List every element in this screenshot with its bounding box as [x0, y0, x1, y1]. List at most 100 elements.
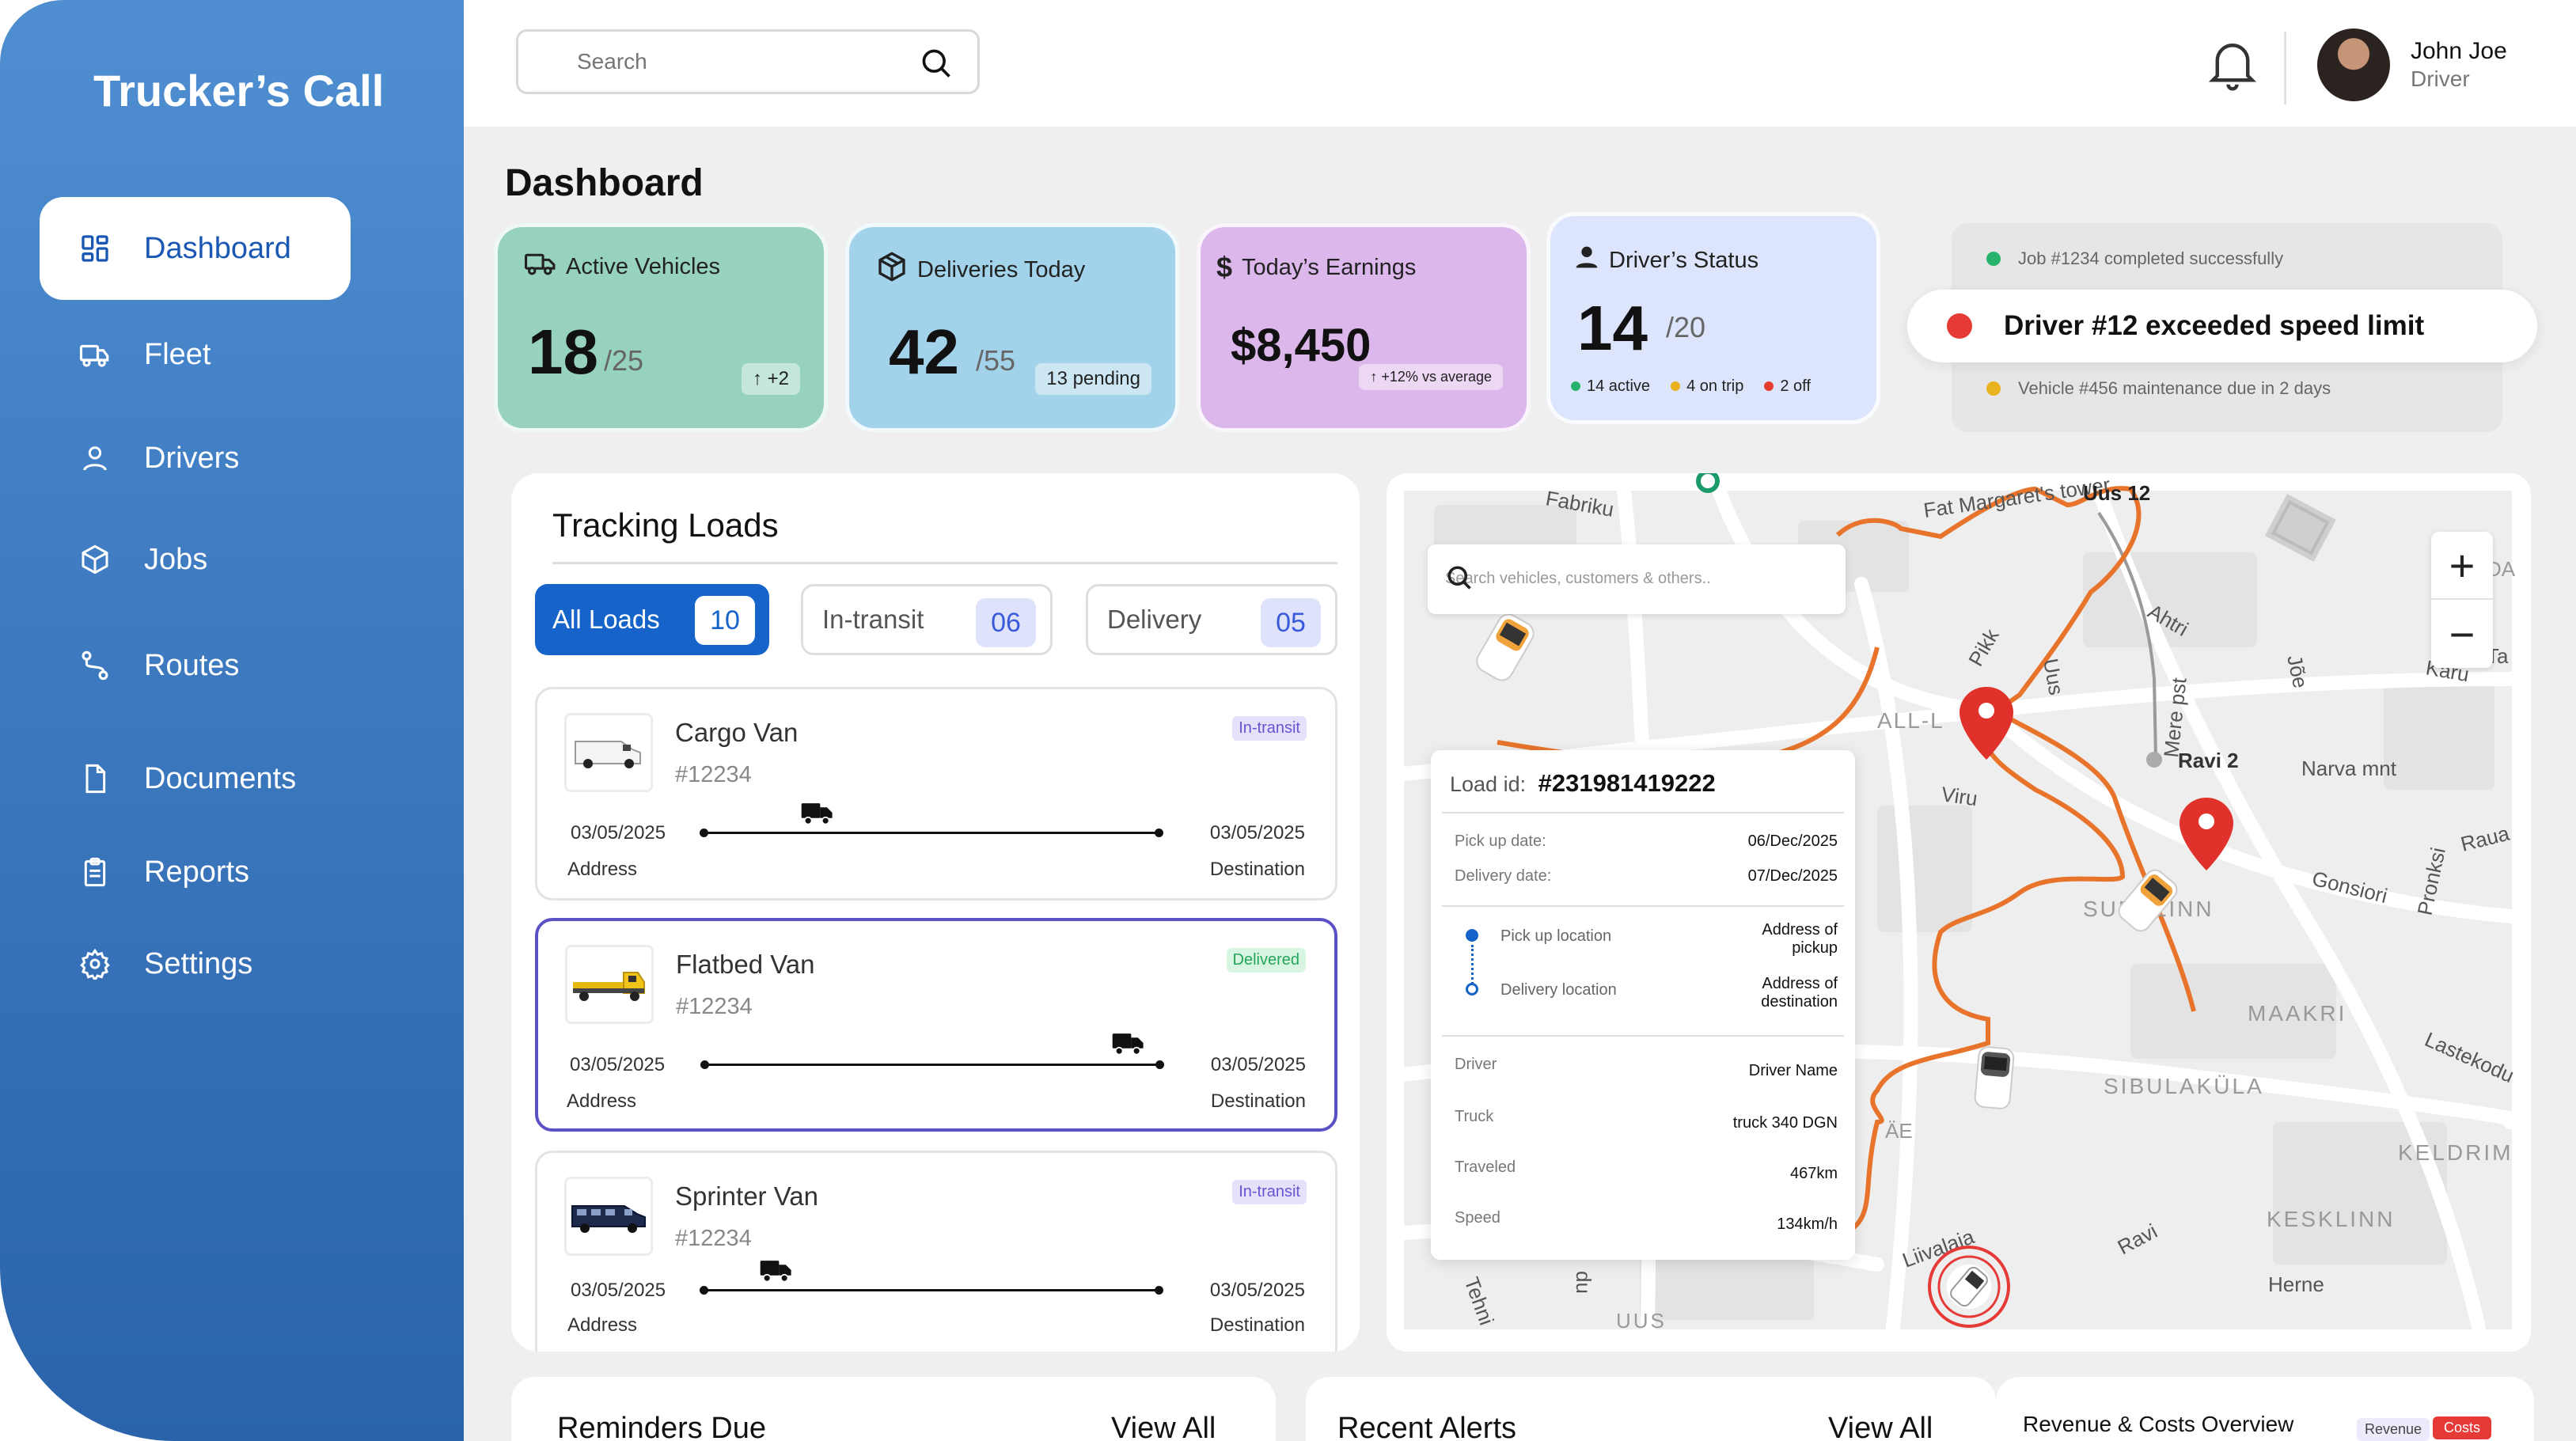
box-icon	[876, 251, 908, 289]
legend-on-trip: 4 on trip	[1671, 377, 1743, 396]
stat-chip: ↑ +12% vs average	[1359, 364, 1503, 390]
sidebar-item-fleet[interactable]: Fleet	[40, 303, 351, 406]
truck-icon	[759, 1256, 794, 1288]
load-id-value: #231981419222	[1538, 769, 1716, 797]
search-box[interactable]	[516, 29, 980, 94]
box-icon	[78, 542, 112, 577]
start-address: Address	[567, 1314, 638, 1336]
truck-icon	[1111, 1029, 1146, 1061]
stat-card-active-vehicles[interactable]: Active Vehicles 18 /25 ↑ +2	[494, 223, 828, 432]
user-name: John Joe	[2411, 38, 2507, 64]
legend-revenue[interactable]: Revenue	[2357, 1418, 2430, 1441]
status-badge: Delivered	[1226, 948, 1306, 973]
tracking-loads-panel: Tracking Loads All Loads 10 In-transit 0…	[511, 473, 1360, 1352]
stat-value: 18	[528, 317, 598, 387]
map-label: MAAKRI	[2248, 1001, 2346, 1026]
load-id-label: Load id: #231981419222	[1450, 769, 1716, 797]
load-card[interactable]: Flatbed Van #12234 Delivered 03/05/2025 …	[535, 918, 1337, 1132]
search-input[interactable]	[577, 46, 909, 78]
stat-card-deliveries-today[interactable]: Deliveries Today 42 /55 13 pending	[845, 223, 1179, 432]
divider	[1442, 1035, 1844, 1037]
start-address: Address	[567, 859, 638, 880]
stat-chip: ↑ +2	[741, 363, 800, 395]
end-date: 03/05/2025	[1210, 1054, 1306, 1075]
truck-icon	[78, 337, 112, 372]
traveled-row: Traveled 467km	[1455, 1158, 1838, 1182]
zoom-out-button[interactable]: −	[2449, 609, 2475, 659]
tab-in-transit[interactable]: In-transit 06	[801, 584, 1053, 655]
route-progress-line	[700, 1060, 1164, 1069]
speed-row: Speed 134km/h	[1455, 1209, 1838, 1233]
zoom-in-button[interactable]: +	[2431, 532, 2493, 600]
document-icon	[78, 761, 112, 796]
divider	[1442, 905, 1844, 907]
map-label: Ravi 2	[2178, 749, 2239, 772]
map-search-box[interactable]: Search vehicles, customers & others..	[1428, 544, 1846, 614]
sidebar-item-dashboard[interactable]: Dashboard	[40, 197, 351, 300]
map-label: KELDRIM	[2398, 1140, 2513, 1165]
sidebar-item-reports[interactable]: Reports	[40, 821, 351, 923]
stat-chip: 13 pending	[1035, 363, 1151, 395]
view-all-link[interactable]: View All	[1828, 1412, 1933, 1441]
divider	[552, 562, 1337, 564]
legend-off: 2 off	[1764, 377, 1811, 396]
load-id: #12234	[676, 994, 753, 1019]
search-icon[interactable]	[919, 46, 954, 85]
stat-value: $8,450	[1231, 320, 1371, 371]
stat-card-drivers-status[interactable]: Driver’s Status 14 /20 14 active 4 on tr…	[1546, 212, 1880, 424]
tab-delivery[interactable]: Delivery 05	[1086, 584, 1337, 655]
sidebar-item-drivers[interactable]: Drivers	[40, 407, 351, 510]
map-label: Uus 12	[2083, 481, 2150, 505]
load-card[interactable]: Cargo Van #12234 In-transit 03/05/2025 0…	[535, 687, 1337, 901]
stat-card-todays-earnings[interactable]: $ Today’s Earnings $8,450 ↑ +12% vs aver…	[1197, 223, 1531, 432]
start-date: 03/05/2025	[570, 1054, 666, 1075]
status-dot	[1986, 252, 2001, 266]
user-icon	[78, 441, 112, 476]
stat-label: Driver’s Status	[1574, 245, 1758, 276]
notification-item[interactable]: Job #1234 completed successfully	[1986, 248, 2283, 269]
brand-logo: Trucker’s Call	[93, 66, 385, 116]
view-all-link[interactable]: View All	[1111, 1412, 1216, 1441]
alert-dot	[1947, 313, 1972, 339]
tab-count: 10	[695, 596, 755, 645]
stat-label: Deliveries Today	[876, 251, 1085, 289]
stat-total: /55	[976, 344, 1016, 377]
end-date: 03/05/2025	[1209, 822, 1305, 844]
delivery-date-row: Delivery date: 07/Dec/2025	[1455, 867, 1838, 885]
load-name: Sprinter Van	[675, 1181, 818, 1211]
sidebar-item-label: Jobs	[144, 542, 208, 576]
load-card[interactable]: Sprinter Van #12234 In-transit 03/05/202…	[535, 1151, 1337, 1352]
route-icon	[78, 648, 112, 683]
bell-icon[interactable]	[2206, 36, 2259, 97]
map-label: Narva mnt	[2301, 757, 2397, 780]
stat-label: Active Vehicles	[525, 251, 720, 283]
status-badge: In-transit	[1232, 1180, 1307, 1204]
driver-row: Driver Driver Name	[1455, 1056, 1838, 1079]
notification-item[interactable]: Vehicle #456 maintenance due in 2 days	[1986, 378, 2331, 399]
avatar[interactable]	[2317, 28, 2390, 101]
end-date: 03/05/2025	[1209, 1280, 1305, 1301]
dollar-icon: $	[1216, 251, 1233, 283]
sidebar-item-label: Dashboard	[144, 231, 291, 265]
sidebar-item-jobs[interactable]: Jobs	[40, 508, 351, 611]
search-icon[interactable]	[1445, 563, 1828, 597]
sidebar-item-documents[interactable]: Documents	[40, 727, 351, 830]
status-badge: In-transit	[1232, 716, 1307, 741]
map-label: KESKLINN	[2267, 1207, 2396, 1231]
sidebar-item-routes[interactable]: Routes	[40, 614, 351, 717]
legend-costs[interactable]: Costs	[2433, 1416, 2492, 1439]
vehicle-thumbnail	[565, 945, 654, 1024]
notification-alert[interactable]: Driver #12 exceeded speed limit	[1907, 290, 2537, 362]
sidebar-item-label: Reports	[144, 855, 250, 889]
map-search-input[interactable]: Search vehicles, customers & others..	[1445, 570, 1711, 587]
sidebar-item-label: Settings	[144, 946, 253, 980]
load-name: Flatbed Van	[676, 950, 815, 979]
sidebar-item-settings[interactable]: Settings	[40, 912, 351, 1015]
pin-icon	[2180, 798, 2233, 870]
truck-icon	[800, 798, 835, 831]
tab-count: 05	[1261, 598, 1321, 647]
tab-all-loads[interactable]: All Loads 10	[535, 584, 769, 655]
stat-value: 42	[889, 317, 959, 387]
recent-alerts-card: Recent Alerts View All	[1306, 1377, 1996, 1441]
selected-vehicle-marker	[1928, 1246, 2010, 1328]
